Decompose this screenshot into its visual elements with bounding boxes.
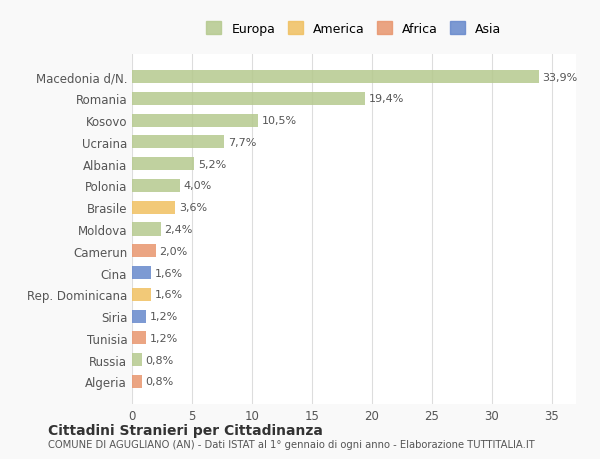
Bar (132, 375, 142, 388)
Text: 19,4%: 19,4% (368, 94, 404, 104)
Bar (132, 201, 175, 214)
Bar (132, 136, 224, 149)
Bar (132, 288, 151, 301)
Text: 2,0%: 2,0% (160, 246, 188, 256)
Text: 3,6%: 3,6% (179, 203, 207, 213)
Bar (132, 93, 365, 106)
Bar (132, 114, 258, 128)
Text: 5,2%: 5,2% (198, 159, 226, 169)
Bar (132, 223, 161, 236)
Text: 0,8%: 0,8% (145, 376, 173, 386)
Bar (132, 71, 539, 84)
Text: COMUNE DI AGUGLIANO (AN) - Dati ISTAT al 1° gennaio di ogni anno - Elaborazione : COMUNE DI AGUGLIANO (AN) - Dati ISTAT al… (48, 440, 535, 449)
Bar (132, 179, 180, 193)
Text: 1,6%: 1,6% (155, 268, 183, 278)
Text: 2,4%: 2,4% (164, 224, 193, 235)
Text: Cittadini Stranieri per Cittadinanza: Cittadini Stranieri per Cittadinanza (48, 423, 323, 437)
Bar (132, 353, 142, 366)
Bar (132, 331, 146, 345)
Text: 0,8%: 0,8% (145, 355, 173, 365)
Text: 1,6%: 1,6% (155, 290, 183, 300)
Bar (132, 266, 151, 280)
Text: 10,5%: 10,5% (262, 116, 297, 126)
Text: 4,0%: 4,0% (184, 181, 212, 191)
Legend: Europa, America, Africa, Asia: Europa, America, Africa, Asia (200, 16, 508, 42)
Text: 1,2%: 1,2% (150, 311, 178, 321)
Bar (132, 310, 146, 323)
Text: 7,7%: 7,7% (228, 138, 256, 148)
Text: 33,9%: 33,9% (542, 73, 578, 83)
Bar (132, 245, 156, 258)
Bar (132, 158, 194, 171)
Text: 1,2%: 1,2% (150, 333, 178, 343)
